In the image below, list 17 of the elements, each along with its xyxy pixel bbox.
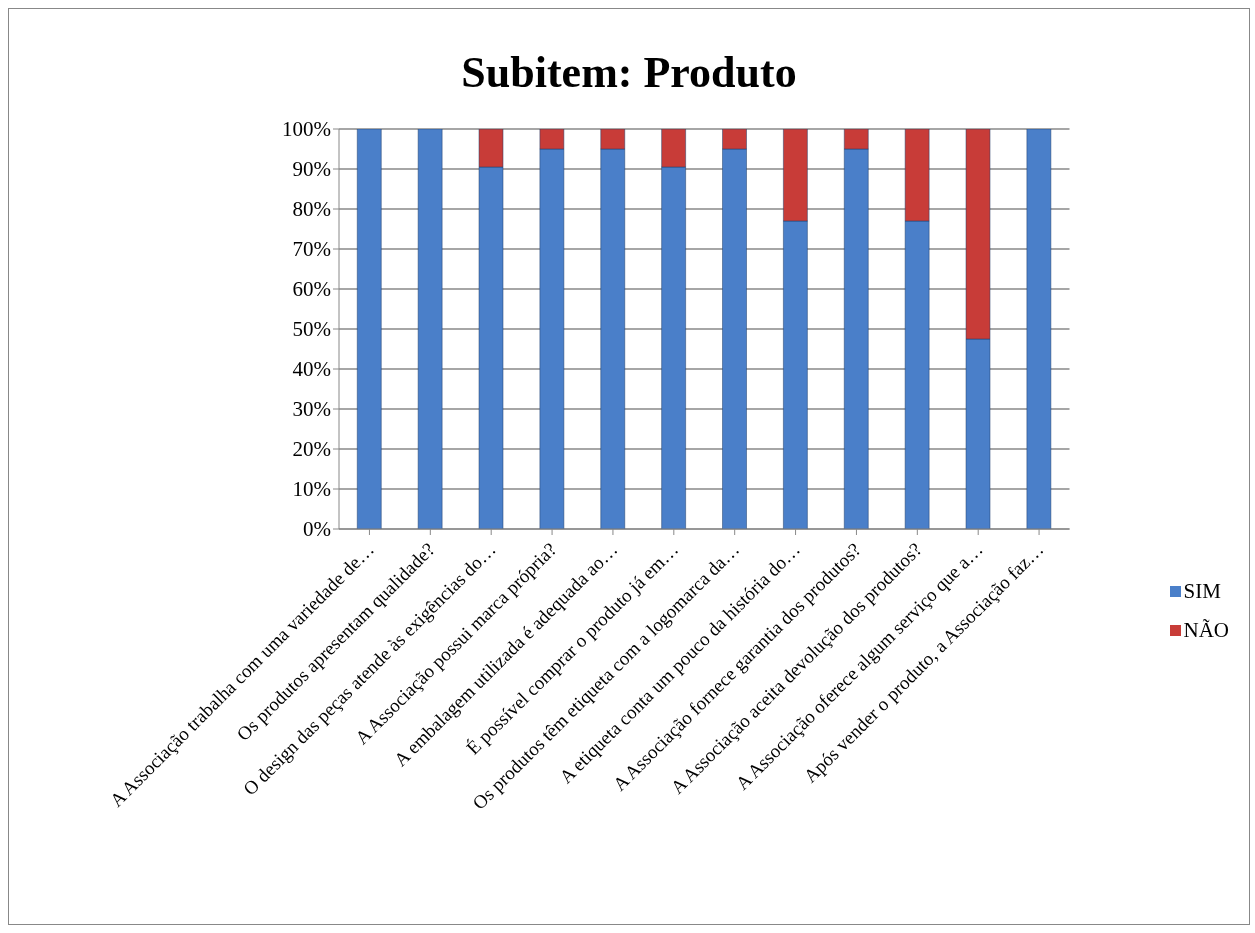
bar — [357, 129, 382, 529]
y-tick-label: 70% — [292, 237, 331, 262]
y-tick-label: 0% — [303, 517, 331, 542]
y-tick-label: 50% — [292, 317, 331, 342]
y-tick-label: 80% — [292, 197, 331, 222]
y-tick-label: 10% — [292, 477, 331, 502]
y-tick-label: 30% — [292, 397, 331, 422]
legend-label: NÃO — [1183, 618, 1229, 643]
y-tick-label: 100% — [282, 117, 331, 142]
y-tick-label: 60% — [292, 277, 331, 302]
chart-title: Subitem: Produto — [460, 47, 798, 98]
legend-label: SIM — [1183, 579, 1221, 604]
y-tick-label: 40% — [292, 357, 331, 382]
bar — [1026, 129, 1052, 529]
y-tick-label: 20% — [292, 437, 331, 462]
y-tick-label: 90% — [292, 157, 331, 182]
bar — [417, 129, 443, 529]
